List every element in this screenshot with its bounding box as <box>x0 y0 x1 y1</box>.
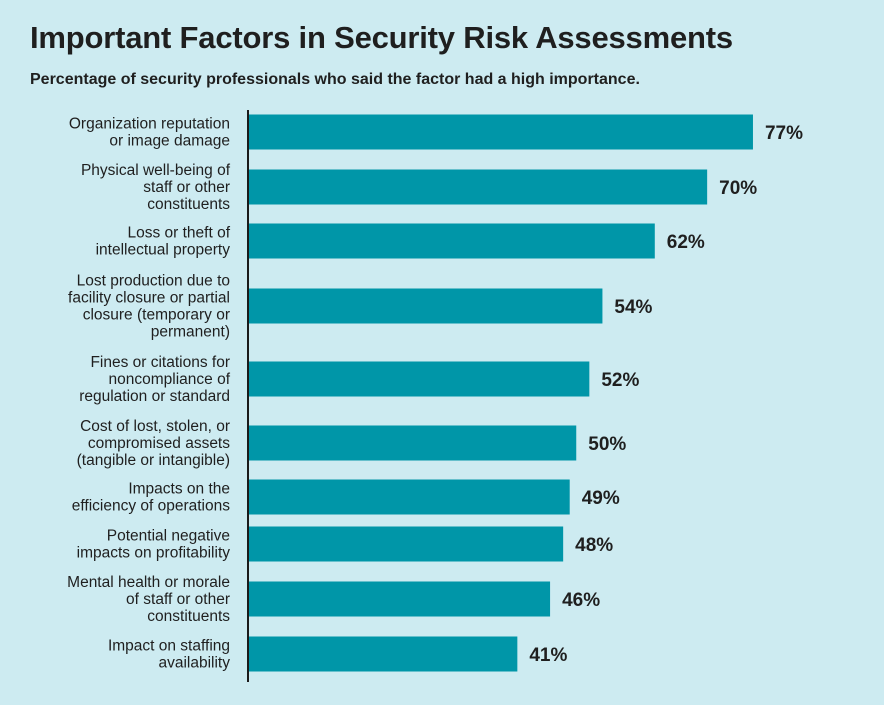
category-label-line: (tangible or intangible) <box>77 452 230 469</box>
value-label: 52% <box>601 370 639 391</box>
value-label: 41% <box>529 645 567 666</box>
value-label: 49% <box>582 488 620 509</box>
category-label-line: regulation or standard <box>79 388 230 405</box>
category-label-line: facility closure or partial <box>68 290 230 307</box>
bar <box>249 288 603 324</box>
category-label-line: constituents <box>147 608 230 625</box>
category-label-line: Fines or citations for <box>90 354 230 371</box>
value-label: 54% <box>614 297 652 318</box>
value-label: 50% <box>588 434 626 455</box>
category-label-line: noncompliance of <box>109 371 231 388</box>
category-label: Physical well-being of staff or other cons… <box>81 162 231 213</box>
category-label-line: permanent) <box>151 324 230 341</box>
category-label: Impacts on the efficiency of operations <box>72 481 231 515</box>
bar <box>249 526 564 562</box>
category-label-line: Cost of lost, stolen, or <box>80 418 230 435</box>
category-label: Fines or citations for noncompliance of re… <box>79 354 230 405</box>
category-label: Organization reputation or image damage <box>69 116 230 150</box>
category-label-line: Lost production due to <box>77 273 230 290</box>
bar <box>249 636 518 672</box>
category-label: Potential negative impacts on profitabili… <box>77 528 231 562</box>
category-label: Cost of lost, stolen, or compromised asse… <box>77 418 231 469</box>
category-label-line: availability <box>158 655 230 672</box>
bar <box>249 361 590 397</box>
bar <box>249 425 577 461</box>
category-label-line: impacts on profitability <box>77 545 231 562</box>
category-label: Loss or theft of intellectual property <box>96 225 231 259</box>
value-label: 77% <box>765 123 803 144</box>
bar <box>249 479 570 515</box>
value-label: 48% <box>575 535 613 556</box>
category-label-line: Mental health or morale <box>67 574 230 591</box>
category-label-line: Impact on staffing <box>108 638 230 655</box>
category-label-line: compromised assets <box>88 435 230 452</box>
bar <box>249 581 551 617</box>
category-label-line: Organization reputation <box>69 116 230 133</box>
chart-subtitle: Percentage of security professionals who… <box>30 71 640 88</box>
category-label: Mental health or morale of staff or other… <box>67 574 230 625</box>
category-label-line: of staff or other <box>126 591 230 608</box>
category-label-line: closure (temporary or <box>83 307 230 324</box>
category-label-line: Physical well-being of <box>81 162 231 179</box>
category-label: Impact on staffing availability <box>108 638 230 672</box>
value-label: 62% <box>667 232 705 253</box>
category-label-line: Impacts on the <box>128 481 230 498</box>
value-labels-group: 77% 70% 62% 54% 52% 50% 49% 48% 46% 41% <box>529 123 803 666</box>
category-label-line: staff or other <box>143 179 230 196</box>
category-label-line: Potential negative <box>107 528 230 545</box>
value-label: 70% <box>719 178 757 199</box>
chart-title: Important Factors in Security Risk Asses… <box>30 20 733 55</box>
category-label-line: Loss or theft of <box>127 225 230 242</box>
bar <box>249 114 753 150</box>
category-label-line: intellectual property <box>96 242 231 259</box>
value-label: 46% <box>562 590 600 611</box>
category-label-line: constituents <box>147 196 230 213</box>
category-label-line: or image damage <box>109 133 230 150</box>
category-label: Lost production due to facility closure o… <box>68 273 230 341</box>
category-label-line: efficiency of operations <box>72 498 231 515</box>
bar <box>249 169 708 205</box>
category-labels-group: Organization reputation or image damage Ph… <box>67 116 231 672</box>
bar <box>249 223 655 259</box>
bars-group <box>249 114 753 672</box>
